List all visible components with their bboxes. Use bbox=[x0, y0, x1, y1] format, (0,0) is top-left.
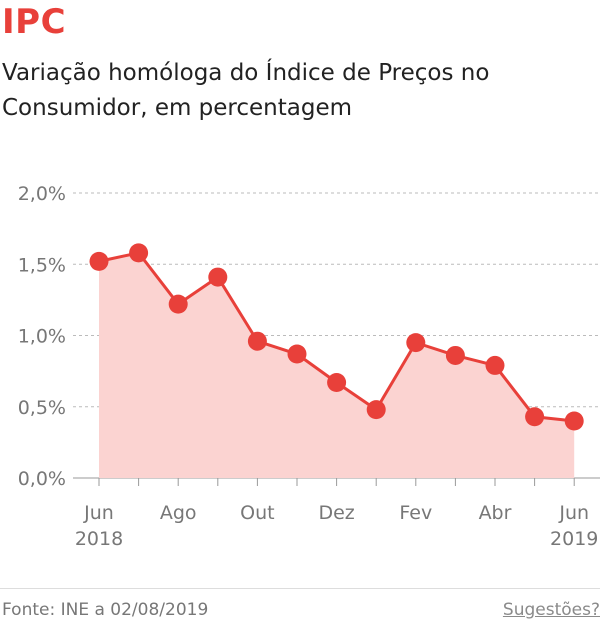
y-tick-label: 0,0% bbox=[18, 468, 66, 490]
x-tick-label: Fev bbox=[399, 502, 432, 524]
source-note: Fonte: INE a 02/08/2019 bbox=[2, 600, 209, 620]
data-point bbox=[564, 411, 584, 431]
footer-divider bbox=[0, 588, 600, 589]
data-point bbox=[129, 243, 149, 263]
x-tick-label: Abr bbox=[479, 502, 512, 524]
data-point bbox=[327, 373, 347, 393]
data-point bbox=[485, 355, 505, 375]
chart-kicker: IPC bbox=[2, 2, 67, 42]
data-point bbox=[247, 331, 267, 351]
data-point bbox=[366, 400, 386, 420]
y-tick-label: 2,0% bbox=[18, 183, 66, 205]
x-tick-label: Dez bbox=[318, 502, 354, 524]
y-tick-label: 1,0% bbox=[18, 326, 66, 348]
x-tick-label: Jun bbox=[83, 502, 114, 524]
x-tick-label: Jun bbox=[558, 502, 589, 524]
y-tick-label: 0,5% bbox=[18, 397, 66, 419]
data-point bbox=[406, 333, 426, 353]
x-tick-label: Ago bbox=[160, 502, 197, 524]
area-fill bbox=[99, 252, 575, 478]
chart-subtitle: Variação homóloga do Índice de Preços no… bbox=[2, 60, 490, 121]
y-tick-label: 1,5% bbox=[18, 254, 66, 276]
data-point bbox=[168, 294, 188, 314]
x-tick-label-year: 2019 bbox=[550, 528, 598, 550]
data-point bbox=[525, 407, 545, 427]
data-point bbox=[208, 267, 228, 287]
x-tick-label: Out bbox=[240, 502, 274, 524]
data-point bbox=[445, 345, 465, 365]
data-point bbox=[287, 344, 307, 364]
data-point bbox=[89, 251, 109, 271]
x-tick-label-year: 2018 bbox=[75, 528, 123, 550]
suggestions-link[interactable]: Sugestões? bbox=[502, 600, 600, 620]
